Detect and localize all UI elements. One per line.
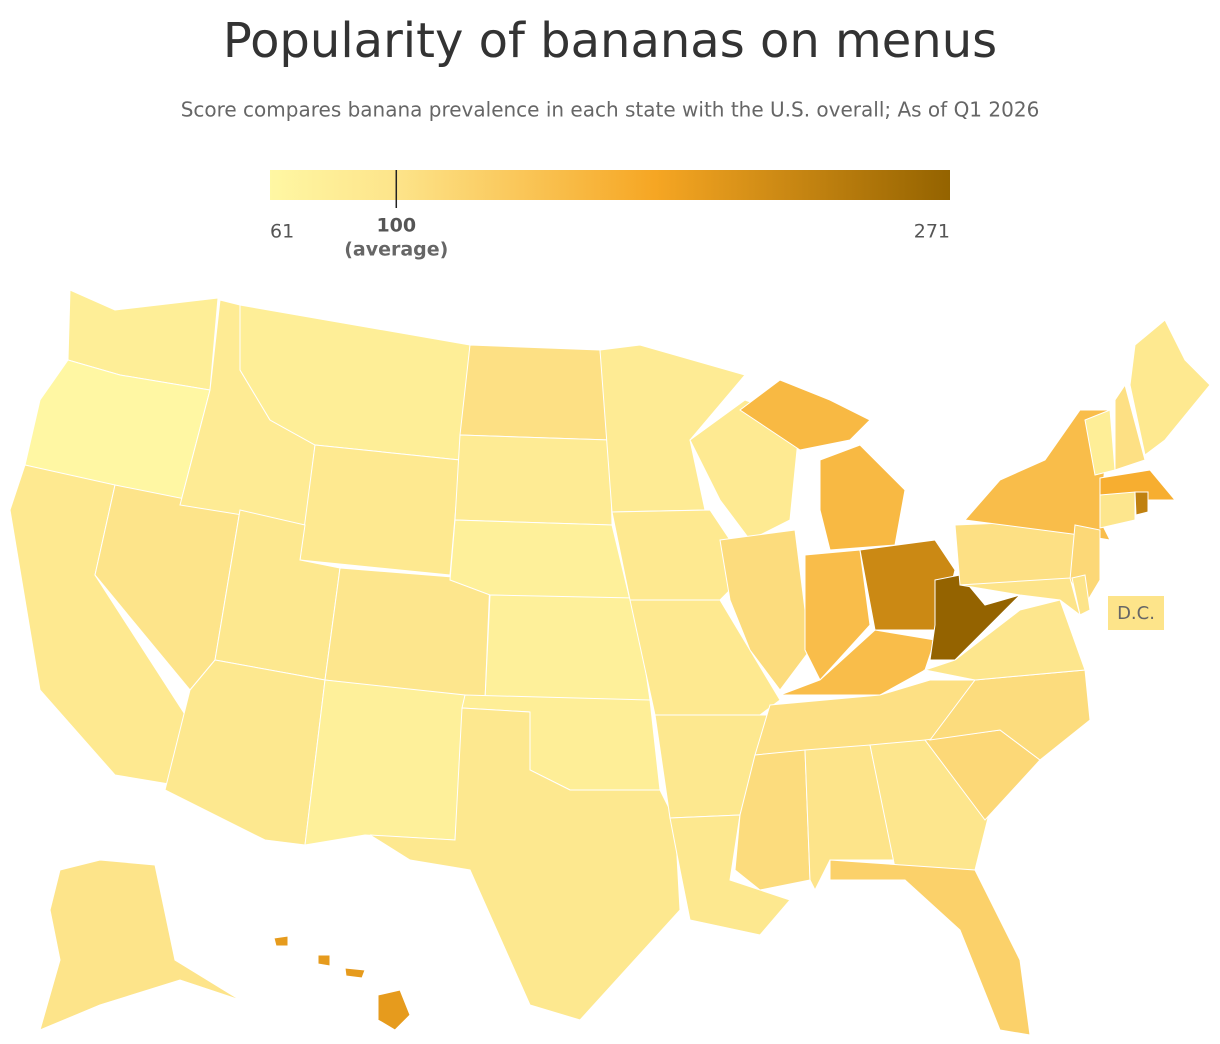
state	[484, 594, 651, 701]
dc-label: D.C.	[1117, 603, 1155, 624]
state	[829, 859, 1031, 1036]
state	[804, 549, 871, 681]
state	[369, 707, 681, 1021]
dc-box	[1108, 596, 1164, 630]
state	[1114, 383, 1146, 471]
state	[299, 444, 461, 576]
state	[959, 577, 1081, 617]
state	[273, 935, 411, 1031]
state	[39, 859, 241, 1031]
map: D.C.	[9, 289, 1211, 1036]
state	[1099, 491, 1136, 529]
state	[1129, 319, 1211, 456]
legend-note: (average)	[344, 239, 448, 261]
state	[304, 679, 466, 846]
state	[454, 434, 613, 526]
subtitle: Score compares banana prevalence in each…	[181, 98, 1040, 122]
legend: 61 100(average) 271	[270, 170, 950, 261]
state	[449, 519, 631, 601]
legend-tick-label: 271	[914, 221, 950, 243]
legend-tick-label: 100	[376, 215, 416, 237]
state	[1099, 469, 1177, 501]
title: Popularity of bananas on menus	[223, 13, 997, 69]
state	[669, 814, 791, 936]
state	[869, 739, 991, 871]
state	[719, 529, 811, 691]
state	[689, 399, 801, 541]
state	[459, 344, 611, 441]
state	[324, 567, 491, 701]
state	[1071, 574, 1091, 616]
state	[1134, 491, 1149, 516]
color-bar	[270, 170, 950, 200]
legend-tick-label: 61	[270, 221, 294, 243]
